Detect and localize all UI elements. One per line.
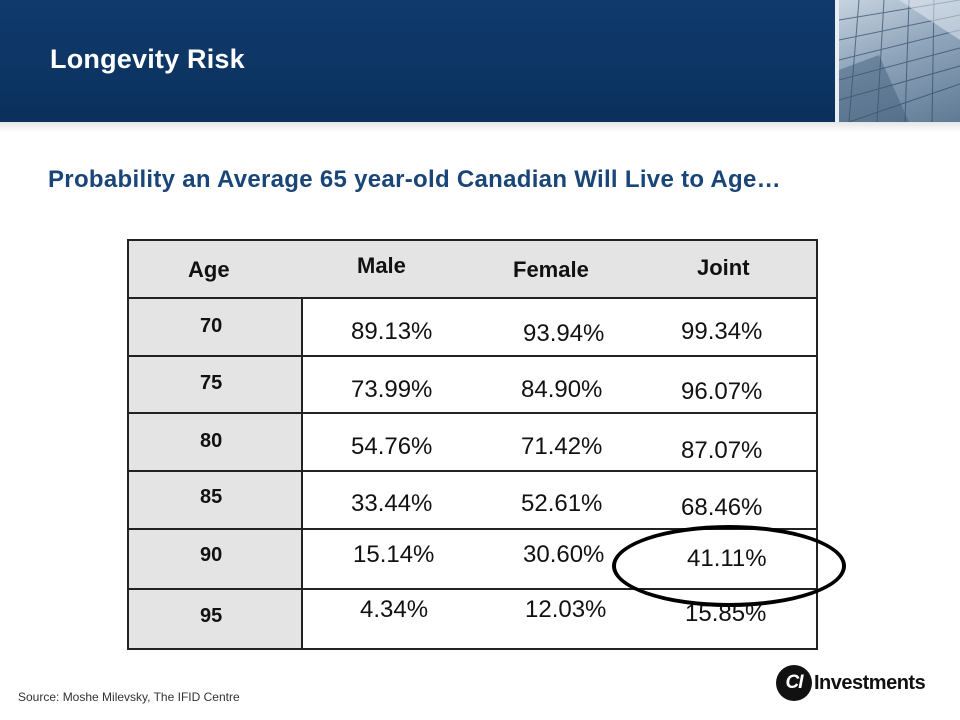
male-cell: 15.14% (353, 541, 435, 568)
column-header-age: Age (188, 257, 230, 282)
male-cell: 33.44% (351, 490, 433, 517)
logo-text: Investments (814, 671, 926, 694)
column-header-male: Male (357, 253, 406, 278)
male-cell: 73.99% (351, 376, 433, 403)
row-divider (129, 470, 816, 472)
female-cell: 84.90% (521, 376, 603, 403)
source-note: Source: Moshe Milevsky, The IFID Centre (18, 690, 240, 704)
age-cell: 80 (200, 430, 223, 452)
female-cell: 12.03% (525, 596, 607, 623)
age-cell: 85 (200, 486, 223, 508)
female-cell: 52.61% (521, 490, 603, 517)
age-cell: 95 (200, 605, 223, 627)
male-cell: 89.13% (351, 318, 433, 345)
building-photo-graphic (839, 0, 960, 122)
joint-cell: 87.07% (681, 437, 763, 464)
age-cell: 70 (200, 315, 223, 337)
row-divider (129, 528, 816, 530)
survival-probability-table (127, 239, 818, 650)
age-cell: 75 (200, 372, 223, 394)
row-divider (129, 588, 816, 590)
female-cell: 71.42% (521, 433, 603, 460)
age-cell: 90 (200, 544, 223, 566)
column-header-female: Female (513, 257, 589, 282)
female-cell: 93.94% (523, 320, 605, 347)
row-divider (129, 412, 816, 414)
joint-cell: 96.07% (681, 378, 763, 405)
joint-cell: 99.34% (681, 318, 763, 345)
slide-subtitle: Probability an Average 65 year-old Canad… (48, 166, 781, 193)
male-cell: 54.76% (351, 433, 433, 460)
male-cell: 4.34% (360, 596, 429, 623)
header-shadow (0, 122, 960, 132)
joint-cell: 68.46% (681, 494, 763, 521)
column-header-joint: Joint (697, 255, 750, 280)
header-row-shade (129, 241, 816, 299)
ci-logo-mark: CI (776, 665, 812, 701)
slide-title: Longevity Risk (50, 44, 245, 74)
age-column-shade (129, 241, 303, 648)
ci-investments-logo: CI Investments (776, 664, 926, 702)
female-cell: 30.60% (523, 541, 605, 568)
header-band (0, 0, 960, 122)
header-divider (835, 0, 839, 122)
row-divider (129, 355, 816, 357)
highlight-circle (612, 525, 846, 607)
header-building-photo (839, 0, 960, 122)
